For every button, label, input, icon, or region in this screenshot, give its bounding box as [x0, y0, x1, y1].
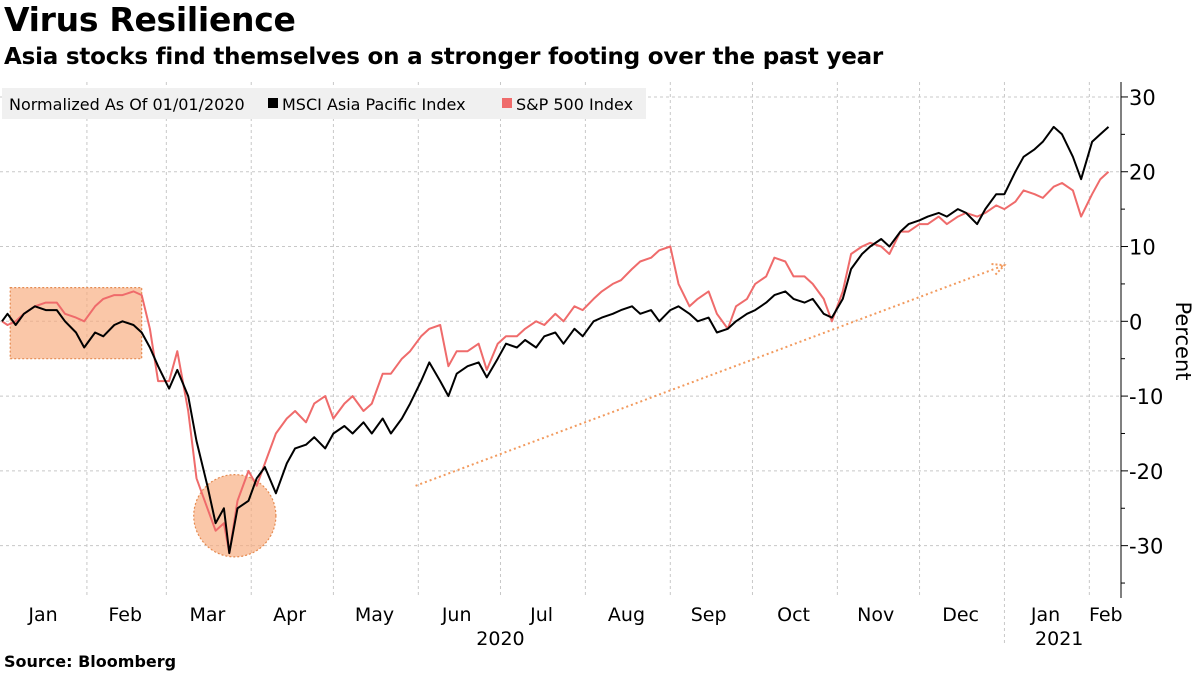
- series: [1, 125, 1110, 555]
- y-tick-label: 30: [1129, 86, 1156, 110]
- source-note: Source: Bloomberg: [4, 652, 177, 671]
- x-tick-label: Feb: [108, 604, 142, 626]
- x-tick-label: Apr: [273, 604, 306, 626]
- x-tick-label: Jan: [27, 604, 57, 626]
- x-tick-label: Mar: [189, 604, 225, 626]
- x-tick-label: Oct: [777, 604, 810, 626]
- chart-title: Virus Resilience: [4, 0, 296, 39]
- x-year-label: 2020: [476, 628, 524, 650]
- y-tick-label: 20: [1129, 161, 1156, 185]
- trend-arrow-line: [415, 264, 1005, 487]
- x-tick-label: Nov: [857, 604, 894, 626]
- x-tick-label: Jun: [441, 604, 472, 626]
- x-tick-label: May: [355, 604, 394, 626]
- legend-swatch-sp500: [502, 98, 512, 108]
- legend-label-sp500: S&P 500 Index: [516, 95, 633, 114]
- legend-background: [2, 88, 646, 119]
- x-year-label: 2021: [1035, 628, 1083, 650]
- x-tick-label: Aug: [608, 604, 645, 626]
- y-tick-label: 0: [1129, 310, 1142, 334]
- trend-arrow-head: [991, 263, 1007, 276]
- x-tick-label: Sep: [691, 604, 727, 626]
- y-tick-label: 10: [1129, 236, 1156, 260]
- y-axis-label: Percent: [1171, 301, 1195, 380]
- y-tick-label: -30: [1129, 535, 1163, 559]
- x-axis: Jan Feb Mar Apr May Jun Jul Aug Sep Oct Nov Dec Jan F…: [27, 598, 1123, 650]
- legend: Normalized As Of 01/01/2020 MSCI Asia Pa…: [2, 88, 646, 119]
- legend-label-msci: MSCI Asia Pacific Index: [282, 95, 466, 114]
- legend-note: Normalized As Of 01/01/2020: [9, 95, 245, 114]
- x-tick-label: Dec: [942, 604, 979, 626]
- y-axis: 30 20 10 0 -10 -20 -30: [1120, 82, 1163, 598]
- x-tick-label: Jan: [1030, 604, 1060, 626]
- legend-swatch-msci: [268, 98, 278, 108]
- y-tick-label: -20: [1129, 460, 1163, 484]
- chart-subtitle: Asia stocks find themselves on a stronge…: [4, 44, 884, 70]
- x-tick-label: Jul: [529, 604, 553, 626]
- y-tick-label: -10: [1129, 385, 1163, 409]
- series-line-sp500: [1, 170, 1110, 555]
- series-line-msci: [1, 125, 1110, 555]
- highlight-rect: [9, 287, 143, 360]
- x-tick-label: Feb: [1089, 604, 1123, 626]
- annotations: [9, 263, 1007, 558]
